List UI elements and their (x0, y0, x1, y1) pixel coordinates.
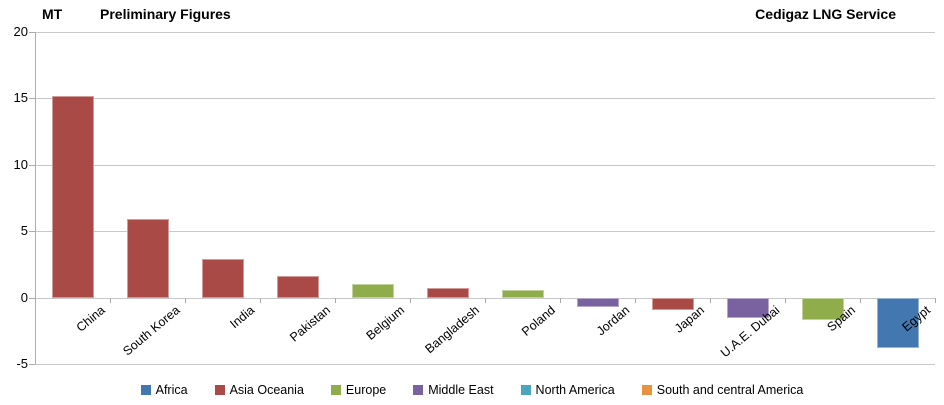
chart-title: Preliminary Figures (100, 6, 231, 22)
y-tick-mark (29, 364, 35, 365)
category-label-belgium: Belgium (363, 302, 408, 343)
y-tick-mark (29, 297, 35, 299)
y-axis-tick-label: 20 (13, 24, 28, 39)
legend-swatch-north-america (520, 385, 531, 395)
gridline-y-20 (35, 32, 935, 33)
x-tick-mark (485, 297, 486, 303)
legend-label: Africa (155, 383, 188, 397)
category-label-india: India (227, 302, 258, 331)
legend-label: South and central America (656, 383, 804, 397)
category-label-china: China (73, 302, 108, 335)
x-tick-mark (710, 297, 711, 303)
legend-item-europe: Europe (330, 383, 387, 397)
legend-swatch-africa (140, 385, 151, 395)
y-axis-unit-label: MT (42, 6, 63, 22)
legend-label: North America (535, 383, 615, 397)
gridline-y--5 (35, 364, 935, 365)
category-label-south-korea: South Korea (120, 302, 183, 358)
legend-swatch-asia-oceania (214, 385, 225, 395)
category-label-jordan: Jordan (594, 302, 633, 338)
y-axis-tick-label: 5 (20, 223, 28, 239)
x-tick-mark (410, 297, 411, 303)
category-label-bangladesh: Bangladesh (422, 302, 483, 356)
legend-label: Europe (345, 383, 387, 397)
y-axis-line (35, 32, 36, 364)
legend-swatch-south-and-central-america (641, 385, 652, 395)
bar-jordan (576, 297, 619, 307)
x-tick-mark (560, 297, 561, 303)
category-label-pakistan: Pakistan (286, 302, 333, 345)
gridline-y-15 (35, 98, 935, 100)
bar-belgium (351, 284, 394, 298)
y-tick-mark (29, 231, 35, 233)
legend-swatch-europe (330, 385, 341, 395)
y-axis-tick-label: 15 (13, 90, 28, 106)
y-tick-mark (29, 32, 35, 33)
legend-item-north-america: North America (520, 383, 615, 397)
x-tick-mark (35, 297, 36, 303)
bar-india (201, 259, 244, 298)
x-tick-mark (860, 297, 861, 303)
bar-south-korea (126, 219, 169, 298)
legend: Africa Asia Oceania Europe Middle East North… (0, 377, 944, 403)
bar-spain (801, 297, 844, 321)
legend-item-asia-oceania: Asia Oceania (214, 383, 304, 397)
y-axis-tick-label: 0 (20, 289, 28, 305)
gridline-y-5 (35, 231, 935, 233)
bar-bangladesh (426, 288, 469, 298)
legend-item-south-and-central-america: South and central America (641, 383, 804, 397)
legend-label: Middle East (428, 383, 494, 397)
legend-swatch-middle-east (413, 385, 424, 395)
source-title: Cedigaz LNG Service (755, 6, 896, 22)
x-tick-mark (785, 297, 786, 303)
x-tick-mark (185, 297, 186, 303)
y-axis-tick-label: 10 (13, 156, 28, 172)
gridline-y-10 (35, 164, 935, 166)
legend-item-africa: Africa (140, 383, 188, 397)
bar-poland (501, 289, 544, 298)
bar-egypt (876, 297, 919, 349)
bar-japan (651, 297, 694, 310)
x-tick-mark (335, 297, 336, 303)
legend-item-middle-east: Middle East (413, 383, 494, 397)
bar-china (51, 95, 94, 298)
x-tick-mark (635, 297, 636, 303)
x-tick-mark (110, 297, 111, 303)
x-tick-mark (260, 297, 261, 303)
bar-u-a-e-dubai (726, 297, 769, 318)
x-tick-mark (935, 297, 936, 303)
y-tick-mark (29, 98, 35, 100)
legend-label: Asia Oceania (229, 383, 304, 397)
category-label-poland: Poland (518, 302, 558, 339)
bar-pakistan (276, 276, 319, 298)
y-tick-mark (29, 164, 35, 166)
y-axis-tick-label: -5 (16, 356, 28, 371)
